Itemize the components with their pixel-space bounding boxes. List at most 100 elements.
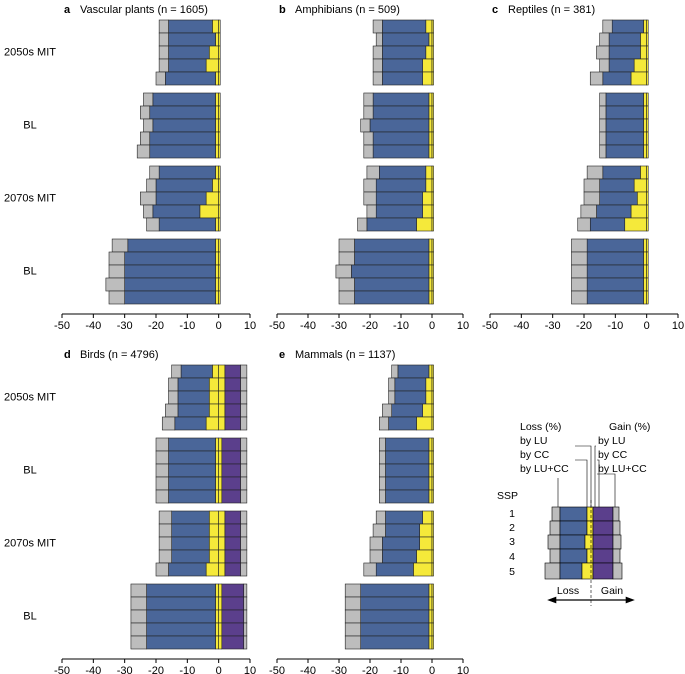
bar-segment [180,364,213,379]
legend-ssp-title: SSP [497,490,518,502]
bar-segment [431,403,434,418]
bar-segment [354,290,430,305]
bar-segment [599,105,607,120]
x-tick-label: -40 [300,665,316,674]
bar-segment [218,377,226,392]
bar-segment [378,416,389,431]
bar-segment [218,251,221,266]
bar-segment [168,32,216,47]
bar-segment [177,377,210,392]
bar-segment [360,622,430,637]
bar-segment [146,596,216,611]
bar-segment [218,609,223,624]
bar-segment [218,463,223,478]
bar-segment [425,390,433,405]
bar-segment [218,635,223,650]
bar-segment [643,131,647,146]
x-tick-label: -20 [362,320,378,332]
bar-segment [124,264,216,279]
bar-segment [428,32,433,47]
bar-segment [208,390,219,405]
legend-loss-title: Loss (%) [520,421,561,433]
bar-segment [431,217,434,232]
bar-segment [431,364,434,379]
bar-segment [218,583,223,598]
legend-ssp: 5 [509,566,515,578]
legend-item: by CC [598,449,628,461]
bar-segment [428,635,433,650]
x-tick-label: -20 [362,665,378,674]
bar-segment [382,19,427,34]
bar-segment [611,19,644,34]
bar-segment [360,609,430,624]
bar-segment [643,144,647,159]
bar-segment [171,510,210,525]
bar-segment [240,549,248,564]
bar-segment [158,217,216,232]
bar-segment [208,403,219,418]
bar-segment [586,277,644,292]
bar-segment [215,71,219,86]
legend-item: by LU [520,435,547,447]
bar-segment [146,635,216,650]
bar-segment [127,238,216,253]
x-tick-label: -50 [269,665,285,674]
group-label: BL [23,265,36,277]
bar-segment [215,463,219,478]
bar-segment [382,45,427,60]
bar-segment [394,377,427,392]
bar-segment [425,377,433,392]
x-tick-label: 10 [457,665,469,674]
bar-segment [605,131,644,146]
bar-segment [149,165,160,180]
bar-segment [372,58,383,73]
x-tick-label: -10 [179,320,195,332]
bar-segment [240,377,248,392]
bar-segment [425,45,433,60]
bar-segment [208,510,219,525]
x-tick-label: -50 [54,665,70,674]
bar-segment [354,277,430,292]
bar-segment [130,635,147,650]
bar-segment [218,523,226,538]
bar-segment [218,536,226,551]
x-tick-label: -10 [607,320,623,332]
x-tick-label: -50 [54,320,70,332]
bar-segment [431,32,434,47]
bar-segment [599,32,610,47]
bar-segment [422,58,433,73]
bar-segment [208,45,219,60]
bar-segment [363,144,374,159]
bar-segment [171,536,210,551]
bar-segment [218,45,221,60]
bar-segment [646,118,649,133]
bar-segment [218,105,221,120]
bar-segment [372,71,383,86]
bar-segment [428,277,433,292]
bar-segment [643,264,647,279]
bar-segment [224,510,241,525]
x-tick-label: 0 [429,320,435,332]
bar-segment [218,622,223,637]
bar-segment [583,191,600,206]
bar-segment [431,523,434,538]
bar-segment [605,105,644,120]
bar-segment [431,45,434,60]
bar-segment [372,92,430,107]
bar-segment [212,178,219,193]
bar-segment [108,290,125,305]
bar-segment [240,476,248,491]
bar-segment [215,264,219,279]
bar-segment [243,609,248,624]
bar-segment [394,390,427,405]
bar-segment [385,450,430,465]
bar-segment [130,609,147,624]
x-tick-label: -40 [85,320,101,332]
bar-segment [218,596,223,611]
bar-segment [646,71,649,86]
bar-segment [372,523,386,538]
bar-segment [630,71,647,86]
bar-segment [431,549,434,564]
bar-segment [111,238,129,253]
panel-letter: b [279,4,286,16]
